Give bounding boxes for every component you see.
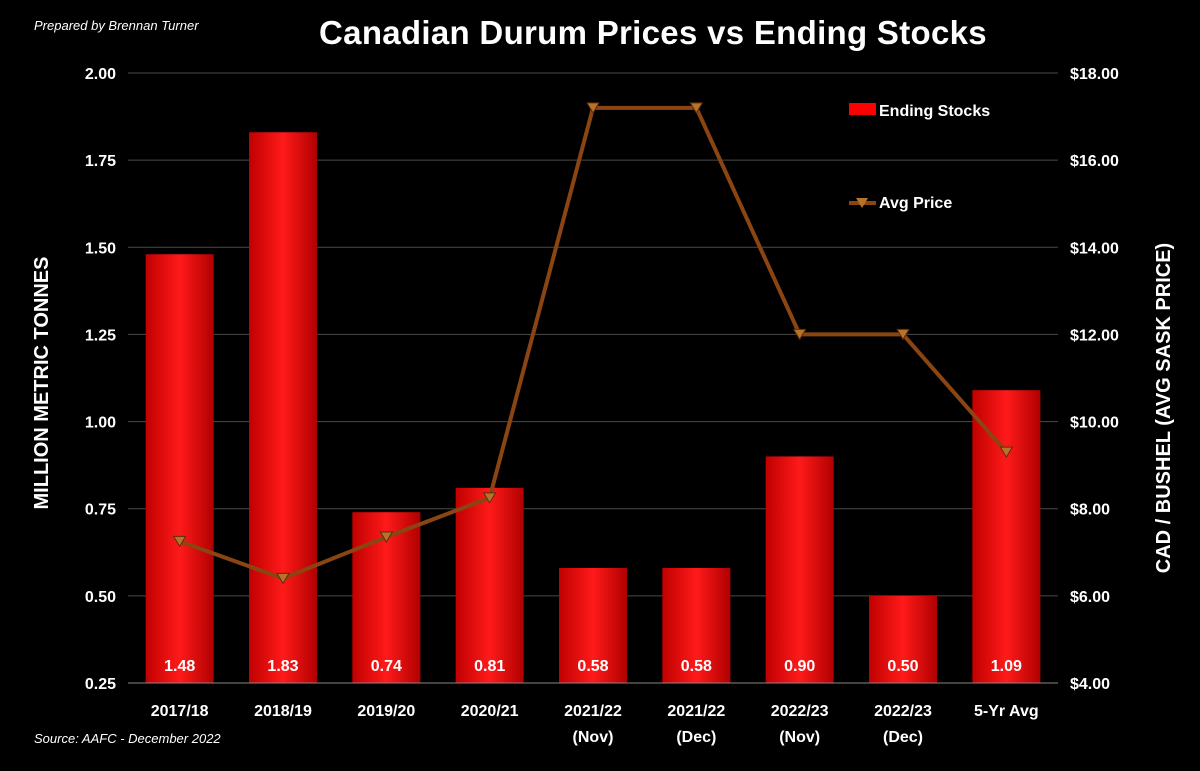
bar-data-label: 1.09 bbox=[991, 658, 1022, 675]
bar-series: 1.48 1.83 0.74 0.81 0.58 0.58 0.90 0.50 1.09 bbox=[145, 132, 1041, 683]
bar bbox=[249, 132, 317, 683]
bar bbox=[145, 254, 214, 683]
prepared-by-note: Prepared by Brennan Turner bbox=[34, 18, 199, 33]
y2-tick-label: $16.00 bbox=[1070, 153, 1119, 170]
y-tick-label: 1.00 bbox=[85, 415, 116, 432]
price-point bbox=[482, 492, 497, 504]
legend-label-avg-price: Avg Price bbox=[879, 195, 952, 212]
bar-data-label: 1.83 bbox=[267, 658, 298, 675]
x-tick-label: 2017/18 bbox=[151, 703, 209, 720]
price-point bbox=[586, 102, 600, 114]
y2-tick-label: $4.00 bbox=[1070, 676, 1110, 693]
bar bbox=[972, 390, 1041, 683]
line-series bbox=[172, 102, 1014, 585]
x-tick-label: 2020/21 bbox=[461, 703, 519, 720]
x-tick-label: (Nov) bbox=[779, 729, 820, 746]
x-tick-label: (Nov) bbox=[573, 729, 614, 746]
price-point bbox=[896, 328, 910, 341]
price-point bbox=[276, 572, 290, 585]
bar-data-label: 0.58 bbox=[681, 658, 712, 675]
bar-data-label: 0.81 bbox=[474, 658, 505, 675]
price-point bbox=[689, 102, 704, 114]
legend-swatch-ending-stocks bbox=[849, 103, 876, 115]
legend: Ending Stocks Avg Price bbox=[849, 103, 990, 212]
price-point bbox=[999, 446, 1014, 459]
x-tick-label: 2021/22 bbox=[564, 703, 622, 720]
y-tick-label: 0.75 bbox=[85, 502, 116, 519]
axes: 0.25 0.50 0.75 1.00 1.25 1.50 1.75 2.00 $4.00 $6.… bbox=[31, 66, 1175, 746]
price-point bbox=[792, 328, 807, 341]
bar bbox=[662, 567, 731, 683]
x-tick-label: 2022/23 bbox=[771, 703, 829, 720]
x-tick-label: 2018/19 bbox=[254, 703, 312, 720]
y2-tick-label: $8.00 bbox=[1070, 502, 1110, 519]
x-tick-label: (Dec) bbox=[883, 729, 923, 746]
x-tick-label: 2019/20 bbox=[357, 703, 415, 720]
price-point bbox=[172, 535, 187, 548]
bar-data-label: 1.48 bbox=[164, 658, 195, 675]
x-tick-label: (Dec) bbox=[676, 729, 716, 746]
y-tick-label: 0.50 bbox=[85, 589, 116, 606]
x-tick-label: 2021/22 bbox=[667, 703, 725, 720]
bar bbox=[869, 595, 937, 683]
chart-title: Canadian Durum Prices vs Ending Stocks bbox=[319, 14, 987, 51]
bar bbox=[765, 456, 834, 683]
y-tick-label: 1.75 bbox=[85, 153, 116, 170]
bar-data-label: 0.58 bbox=[577, 658, 608, 675]
y-axis-title: MILLION METRIC TONNES bbox=[31, 257, 53, 510]
y-tick-label: 0.25 bbox=[85, 676, 116, 693]
y-tick-label: 1.25 bbox=[85, 327, 116, 344]
bar bbox=[559, 567, 627, 683]
source-note: Source: AAFC - December 2022 bbox=[34, 731, 221, 746]
bar-data-label: 0.90 bbox=[784, 658, 815, 675]
price-point bbox=[379, 531, 394, 544]
bar-data-label: 0.50 bbox=[887, 658, 918, 675]
y2-tick-label: $12.00 bbox=[1070, 327, 1119, 344]
x-tick-label: 2022/23 bbox=[874, 703, 932, 720]
y-tick-label: 1.50 bbox=[85, 240, 116, 257]
y-tick-label: 2.00 bbox=[85, 66, 116, 83]
legend-label-ending-stocks: Ending Stocks bbox=[879, 103, 990, 120]
x-tick-label: 5-Yr Avg bbox=[974, 703, 1039, 720]
y2-tick-label: $10.00 bbox=[1070, 415, 1119, 432]
bar-data-label: 0.74 bbox=[371, 658, 402, 675]
y2-tick-label: $18.00 bbox=[1070, 66, 1119, 83]
bar bbox=[455, 487, 524, 683]
legend-marker-avg-price bbox=[856, 198, 868, 208]
y2-axis-title: CAD / BUSHEL (AVG SASK PRICE) bbox=[1153, 243, 1175, 573]
y2-tick-label: $14.00 bbox=[1070, 240, 1119, 257]
y2-tick-label: $6.00 bbox=[1070, 589, 1110, 606]
